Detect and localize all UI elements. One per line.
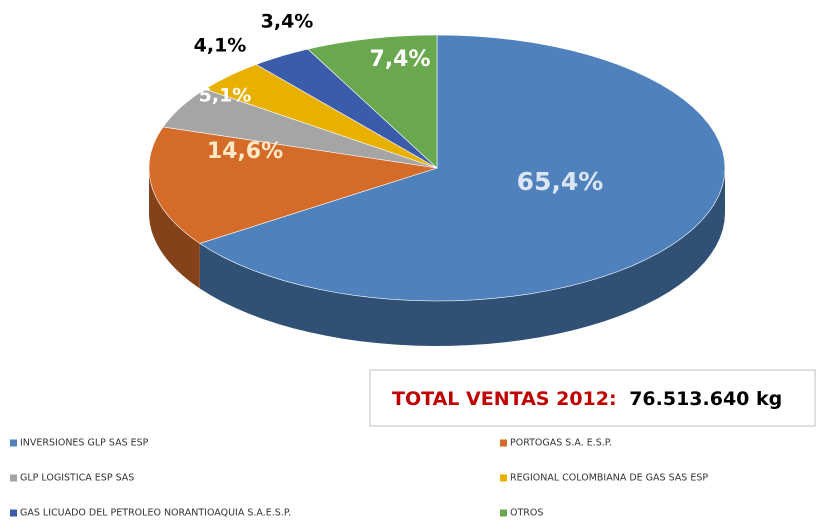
slice — [255, 48, 438, 169]
data-label: 3,4% — [261, 11, 314, 33]
data-label: 65,4% — [517, 167, 604, 196]
legend-swatch — [500, 509, 507, 517]
slice — [148, 126, 438, 244]
legend-swatch — [500, 439, 507, 447]
annotation-label: TOTAL VENTAS 2012: — [392, 388, 617, 410]
legend-label: OTROS — [510, 508, 543, 519]
slice-side — [199, 168, 725, 346]
legend-label: REGIONAL COLOMBIANA DE GAS SAS ESP — [510, 473, 708, 484]
data-label: 4,1% — [194, 35, 247, 57]
slice-side — [149, 168, 200, 289]
slice — [199, 34, 726, 302]
slice — [162, 88, 438, 169]
legend-label: GAS LICUADO DEL PETROLEO NORANTIOAQUIA S… — [20, 508, 291, 519]
data-label: 14,6% — [207, 139, 283, 164]
legend-label: GLP LOGISTICA ESP SAS — [20, 473, 134, 484]
data-label: 7,4% — [369, 47, 430, 72]
annotation-value: 76.513.640 kg — [629, 388, 782, 410]
legend-swatch — [10, 474, 17, 482]
data-label: 5,1% — [199, 85, 252, 107]
legend-swatch — [10, 439, 17, 447]
legend-swatch — [10, 509, 17, 517]
slice — [307, 34, 438, 169]
slice — [204, 64, 438, 169]
legend-label: INVERSIONES GLP SAS ESP — [20, 438, 149, 449]
legend-swatch — [500, 474, 507, 482]
legend-label: PORTOGAS S.A. E.S.P. — [510, 438, 612, 449]
annotation: TOTAL VENTAS 2012: 76.513.640 kg — [392, 388, 782, 410]
annotation-box — [369, 369, 816, 427]
